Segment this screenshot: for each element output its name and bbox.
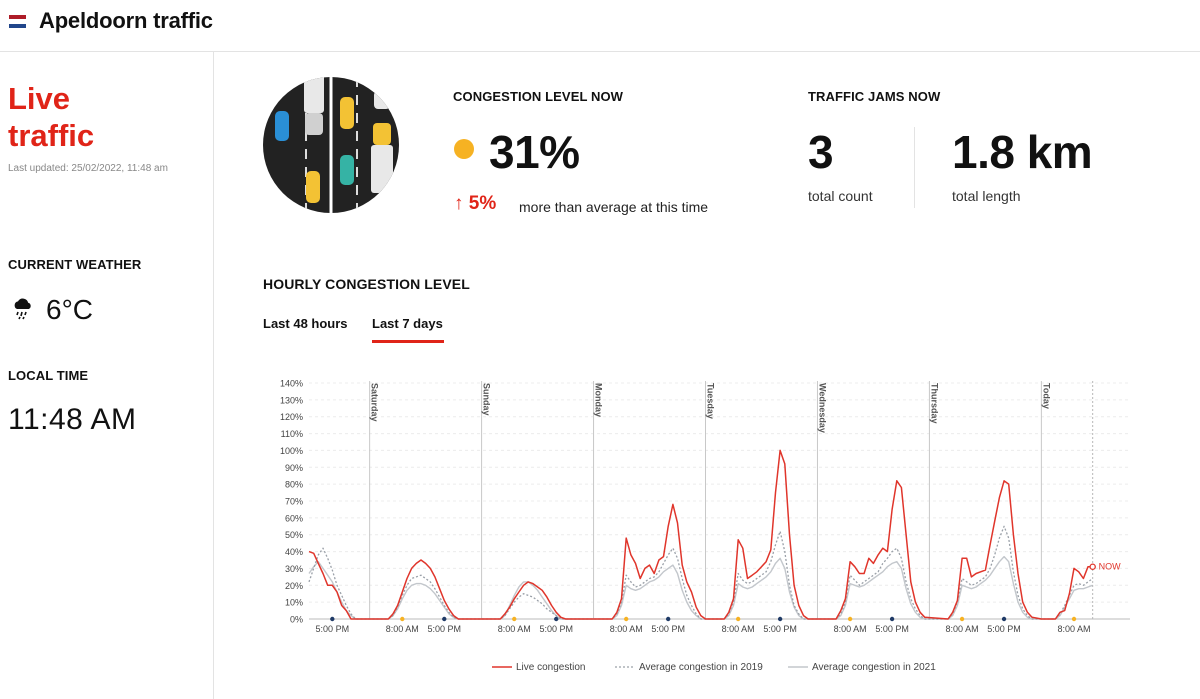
weather-label: CURRENT WEATHER — [8, 257, 142, 272]
local-time: 11:48 AM — [8, 403, 137, 436]
y-tick-label: 10% — [285, 598, 303, 608]
sidebar — [0, 52, 214, 699]
x-tick-label: 8:00 AM — [386, 624, 419, 634]
x-tick-label: 8:00 AM — [498, 624, 531, 634]
x-tick-label: 5:00 PM — [875, 624, 909, 634]
chart-grid — [309, 382, 1130, 620]
jam-count-label: total count — [808, 188, 873, 204]
day-label: Saturday — [370, 383, 380, 422]
series-line-2021 — [308, 555, 1093, 620]
jams-label: TRAFFIC JAMS NOW — [808, 89, 941, 104]
y-tick-label: 0% — [290, 615, 303, 625]
x-axis-ticks: 5:00 PM 8:00 AM 5:00 PM 8:00 AM 5:00 PM 8:00 … — [316, 616, 1091, 634]
morning-peak-dot — [624, 616, 629, 622]
hourly-title: HOURLY CONGESTION LEVEL — [263, 276, 470, 292]
series-line-live — [308, 449, 1093, 620]
x-tick-label: 8:00 AM — [722, 624, 755, 634]
y-tick-label: 100% — [280, 446, 303, 456]
now-point — [1089, 563, 1096, 570]
jam-length: 1.8 km — [952, 126, 1093, 178]
active-tab-underline — [372, 340, 444, 343]
day-label: Thursday — [929, 383, 939, 424]
y-tick-label: 80% — [285, 480, 303, 490]
morning-peak-dot — [400, 616, 405, 622]
congestion-status-dot — [454, 139, 474, 159]
morning-peak-dot — [735, 616, 741, 622]
congestion-label: CONGESTION LEVEL NOW — [453, 89, 624, 104]
now-marker: NOW — [1089, 381, 1122, 619]
jam-count: 3 — [808, 126, 834, 178]
day-label: Today — [1041, 383, 1051, 409]
y-tick-label: 30% — [285, 564, 303, 574]
chart-legend: Live congestion Average congestion in 20… — [492, 662, 936, 673]
evening-peak-dot — [442, 616, 447, 622]
congestion-value: 31% — [489, 126, 580, 178]
x-tick-label: 8:00 AM — [610, 624, 643, 634]
last-updated: Last updated: 25/02/2022, 11:48 am — [8, 163, 168, 174]
day-markers: Saturday Sunday Monday Tuesday Wednesday Thur… — [369, 381, 1051, 619]
y-axis-ticks: 0% 10% 20% 30% 40% 50% 60% 70% 80% 90% 100% 110% 120… — [280, 379, 303, 625]
jam-length-label: total length — [952, 188, 1021, 204]
day-label: Tuesday — [706, 383, 716, 419]
y-tick-label: 140% — [280, 379, 303, 389]
x-tick-label: 5:00 PM — [651, 624, 685, 634]
flag-stripe-white — [9, 19, 26, 24]
tab-last-7-days[interactable]: Last 7 days — [372, 316, 443, 331]
flag-stripe-red — [9, 15, 26, 20]
netherlands-flag-icon — [9, 15, 26, 28]
morning-peak-dot — [959, 616, 965, 622]
congestion-delta-text: more than average at this time — [519, 199, 709, 215]
y-tick-label: 40% — [285, 547, 303, 557]
evening-peak-dot — [330, 616, 335, 622]
rain-cloud-icon — [14, 298, 31, 320]
evening-peak-dot — [554, 616, 559, 622]
y-tick-label: 60% — [285, 513, 303, 523]
local-time-label: LOCAL TIME — [8, 368, 89, 383]
series-line-2019 — [308, 525, 1094, 620]
morning-peak-dot — [847, 616, 853, 622]
x-tick-label: 8:00 AM — [946, 624, 979, 634]
day-label: Monday — [594, 383, 604, 417]
evening-peak-dot — [665, 616, 671, 622]
chart-series — [308, 449, 1094, 620]
live-traffic-heading: Live traffic — [8, 80, 94, 154]
top-header: Apeldoorn traffic — [0, 0, 1200, 52]
legend-2021: Average congestion in 2021 — [812, 662, 936, 673]
evening-peak-dot — [889, 616, 895, 622]
x-tick-label: 5:00 PM — [539, 624, 573, 634]
y-tick-label: 110% — [281, 429, 303, 439]
y-tick-label: 50% — [285, 530, 303, 540]
jams-divider — [914, 127, 915, 208]
day-label: Sunday — [482, 383, 492, 416]
morning-peak-dot — [512, 616, 517, 622]
temperature: 6°C — [46, 294, 93, 325]
x-tick-label: 8:00 AM — [834, 624, 867, 634]
x-tick-label: 8:00 AM — [1058, 624, 1091, 634]
hourly-congestion-chart: 0% 10% 20% 30% 40% 50% 60% 70% 80% 90% 100% 110% 120… — [280, 379, 1130, 673]
y-tick-label: 20% — [285, 581, 303, 591]
now-label: NOW — [1099, 562, 1122, 572]
page-title: Apeldoorn traffic — [39, 8, 213, 33]
morning-peak-dot — [1071, 616, 1077, 622]
y-tick-label: 130% — [280, 395, 303, 405]
day-label: Wednesday — [817, 383, 827, 433]
x-tick-label: 5:00 PM — [428, 624, 462, 634]
y-tick-label: 90% — [285, 463, 303, 473]
y-tick-label: 70% — [285, 497, 303, 507]
live-heading-line1: Live — [8, 81, 71, 116]
legend-2019: Average congestion in 2019 — [639, 662, 763, 673]
congestion-delta: ↑ 5% — [454, 193, 497, 214]
live-heading-line2: traffic — [8, 118, 95, 153]
evening-peak-dot — [777, 616, 783, 622]
legend-live: Live congestion — [516, 662, 586, 673]
tab-last-48-hours[interactable]: Last 48 hours — [263, 316, 348, 331]
flag-stripe-blue — [9, 23, 26, 28]
y-tick-label: 120% — [280, 412, 303, 422]
traffic-illustration — [263, 77, 399, 213]
evening-peak-dot — [1001, 616, 1007, 622]
x-tick-label: 5:00 PM — [763, 624, 797, 634]
x-tick-label: 5:00 PM — [316, 624, 350, 634]
x-tick-label: 5:00 PM — [987, 624, 1021, 634]
